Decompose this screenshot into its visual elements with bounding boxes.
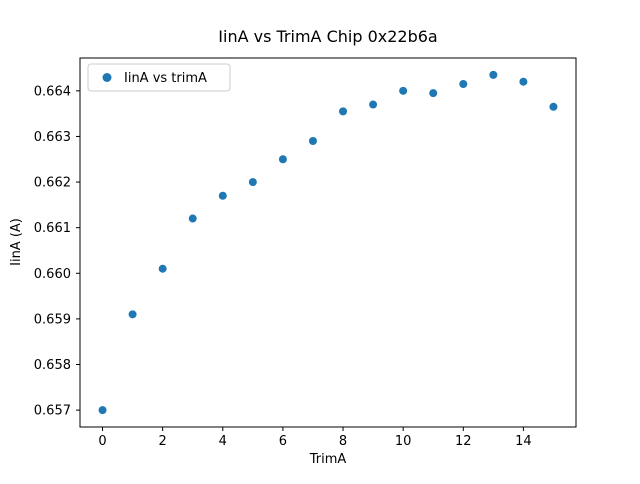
y-tick-label: 0.657 bbox=[34, 404, 71, 419]
x-tick-label: 14 bbox=[515, 434, 532, 449]
scatter-point bbox=[158, 264, 167, 273]
scatter-point bbox=[549, 102, 558, 111]
scatter-point bbox=[278, 155, 287, 164]
scatter-point bbox=[128, 310, 137, 319]
plot-area bbox=[79, 57, 577, 428]
legend: IinA vs trimA bbox=[87, 63, 231, 92]
legend-marker-icon bbox=[102, 73, 112, 82]
scatter-point bbox=[98, 406, 107, 415]
legend-label: IinA vs trimA bbox=[124, 71, 207, 86]
x-tick-label: 6 bbox=[279, 434, 287, 449]
data-points bbox=[98, 70, 558, 415]
x-axis-label: TrimA bbox=[309, 452, 347, 467]
y-tick-label: 0.658 bbox=[34, 358, 71, 373]
scatter-point bbox=[489, 70, 498, 79]
x-tick-label: 2 bbox=[159, 434, 167, 449]
scatter-point bbox=[459, 79, 468, 88]
scatter-point bbox=[218, 191, 227, 200]
y-tick-label: 0.662 bbox=[34, 176, 71, 191]
x-tick-label: 0 bbox=[98, 434, 106, 449]
scatter-point bbox=[339, 107, 348, 116]
x-tick-label: 8 bbox=[339, 434, 347, 449]
y-tick-label: 0.661 bbox=[34, 221, 71, 236]
y-tick-label: 0.660 bbox=[34, 267, 71, 282]
axis-ticks: 0 2 4 6 8 10 12 14 0.657 0.658 0.659 0.660 0.661 0.66… bbox=[34, 84, 532, 449]
x-tick-label: 12 bbox=[455, 434, 472, 449]
chart-title: IinA vs TrimA Chip 0x22b6a bbox=[218, 27, 437, 46]
y-tick-label: 0.659 bbox=[34, 312, 71, 327]
y-tick-label: 0.664 bbox=[34, 84, 71, 99]
x-tick-label: 4 bbox=[219, 434, 227, 449]
legend-box bbox=[87, 63, 231, 92]
scatter-point bbox=[519, 77, 528, 86]
scatter-point bbox=[308, 137, 317, 146]
scatter-point bbox=[248, 178, 257, 187]
x-tick-label: 10 bbox=[395, 434, 412, 449]
scatter-point bbox=[369, 100, 378, 109]
y-axis-label: IinA (A) bbox=[9, 218, 24, 266]
scatter-point bbox=[429, 89, 438, 98]
y-tick-label: 0.663 bbox=[34, 130, 71, 145]
scatter-point bbox=[188, 214, 197, 223]
scatter-point bbox=[399, 86, 408, 95]
